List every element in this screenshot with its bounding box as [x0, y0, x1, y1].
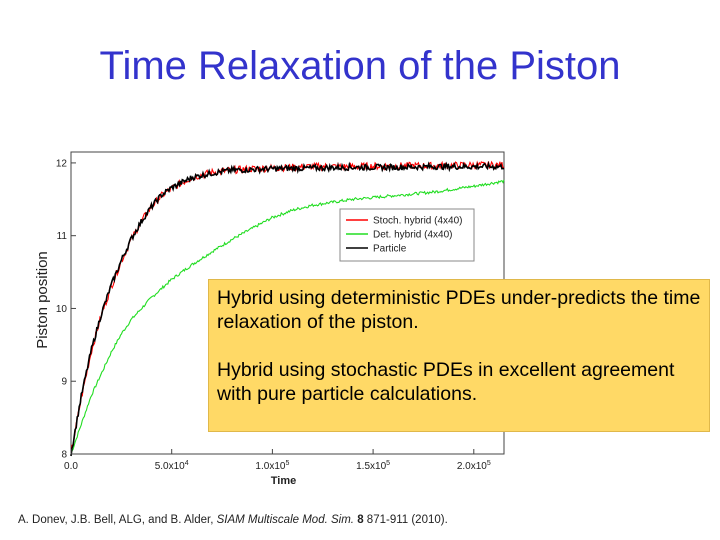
x-tick-label-1: 5.0x104 [155, 460, 189, 472]
citation-pages: 871-911 (2010). [363, 514, 448, 526]
x-tick-label-0: 0.0 [64, 461, 78, 472]
y-tick-label-4: 12 [56, 158, 68, 169]
x-tick-exponent-2: 5 [285, 460, 289, 467]
y-tick-label-0: 8 [61, 450, 67, 461]
legend-label-2: Particle [373, 244, 407, 255]
x-tick-exponent-3: 5 [386, 460, 390, 467]
series-line-2 [70, 160, 505, 457]
x-tick-exponent-4: 5 [487, 460, 491, 467]
x-tick-label-2: 1.0x105 [255, 460, 289, 472]
callout-text-deterministic: Hybrid using deterministic PDEs under-pr… [217, 287, 701, 333]
citation-authors: A. Donev, J.B. Bell, ALG, and B. Alder, [18, 514, 217, 526]
citation: A. Donev, J.B. Bell, ALG, and B. Alder, … [18, 514, 448, 526]
series-line-1 [70, 179, 505, 455]
x-tick-label-3: 1.5x105 [356, 460, 390, 472]
callout-box: Hybrid using deterministic PDEs under-pr… [208, 279, 710, 432]
callout-text-stochastic: Hybrid using stochastic PDEs in excellen… [217, 359, 675, 405]
citation-volume: 8 [357, 514, 364, 526]
y-axis-label: Piston position [34, 251, 51, 349]
x-axis-label: Time [271, 475, 296, 487]
x-tick-exponent-1: 4 [185, 460, 189, 467]
y-tick-label-1: 9 [61, 377, 67, 388]
x-tick-label-4: 2.0x105 [457, 460, 491, 472]
citation-journal: SIAM Multiscale Mod. Sim. [216, 514, 354, 526]
legend-label-0: Stoch. hybrid (4x40) [373, 216, 463, 227]
legend-label-1: Det. hybrid (4x40) [373, 230, 452, 241]
y-tick-label-3: 11 [57, 231, 68, 242]
y-tick-label-2: 10 [56, 304, 68, 315]
legend-box [339, 208, 475, 262]
slide-title: Time Relaxation of the Piston [99, 44, 621, 88]
